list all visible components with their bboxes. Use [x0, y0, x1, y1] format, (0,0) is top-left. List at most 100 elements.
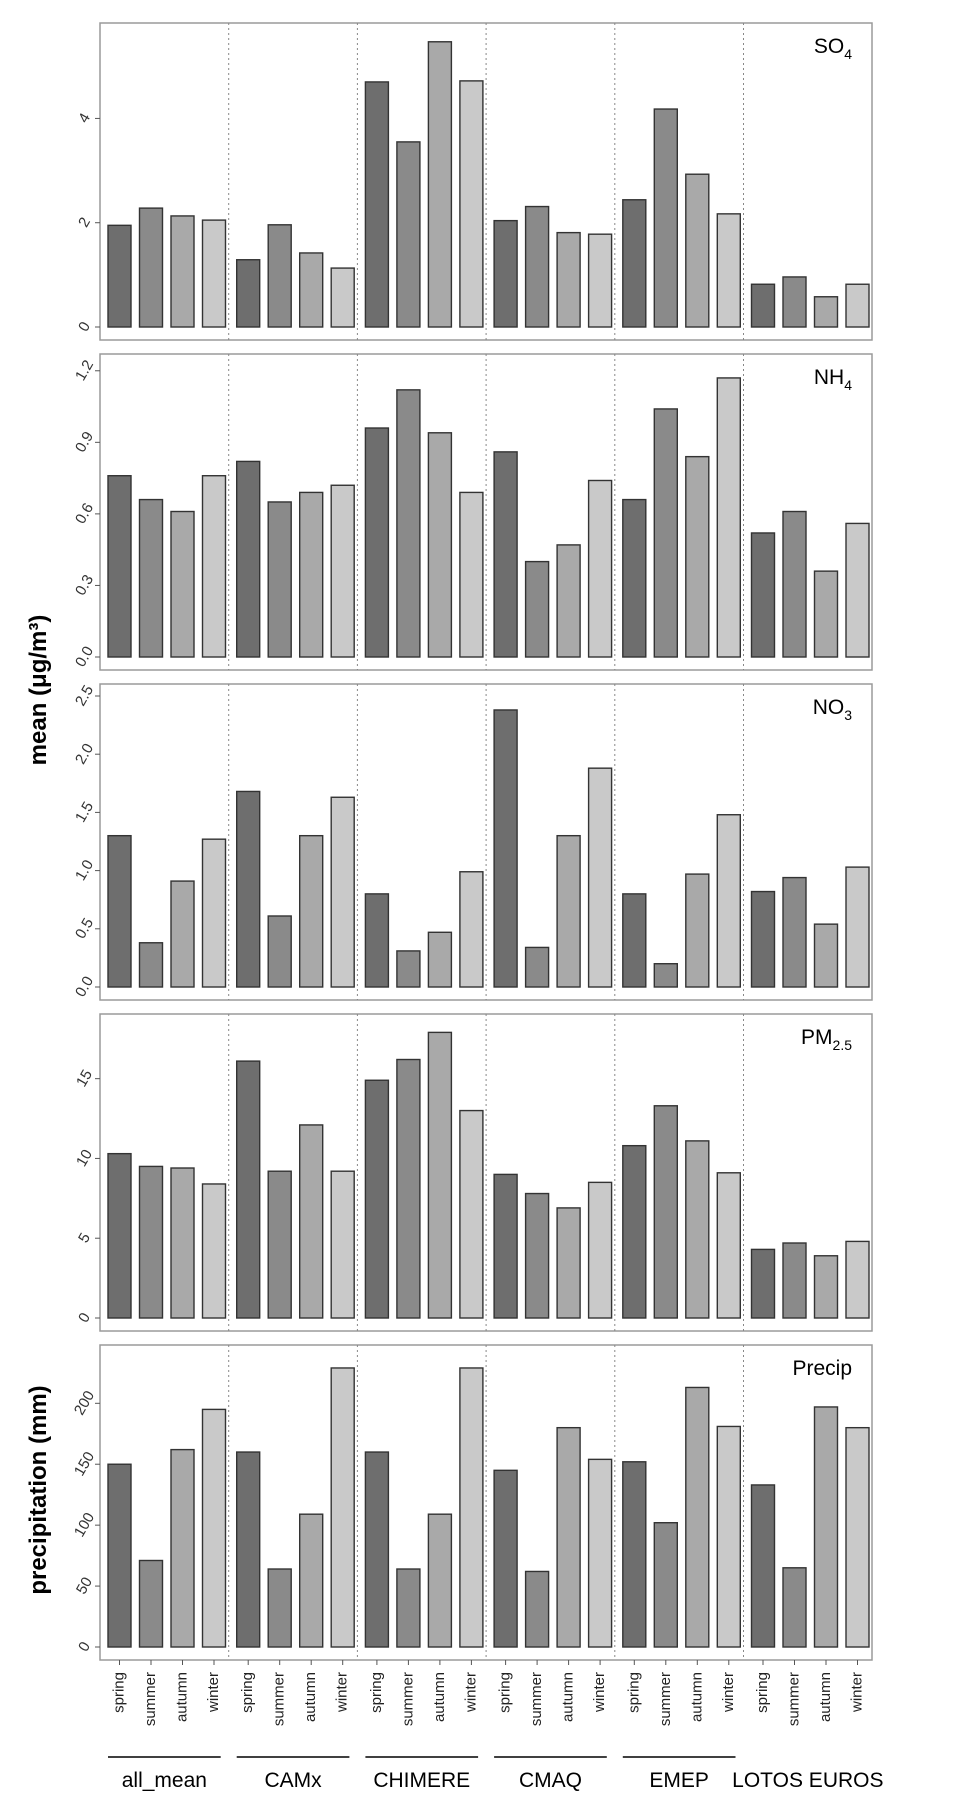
bar-summer-chimere [396, 1568, 421, 1648]
y-tick-label: 15 [73, 1067, 96, 1090]
bar-autumn-lotos-euros [813, 296, 839, 328]
bar-summer-emep [653, 1522, 678, 1648]
x-tick-label-summer: summer [528, 1672, 545, 1726]
bar-autumn-all_mean [170, 880, 195, 988]
bar-autumn-cmaq [556, 544, 581, 658]
bar-winter-cmaq [587, 233, 613, 328]
x-tick-label-spring: spring [625, 1672, 642, 1713]
x-tick-label-autumn: autumn [560, 1672, 577, 1722]
x-tick-label-spring: spring [754, 1672, 771, 1713]
bar-spring-lotos-euros [750, 1248, 776, 1319]
panel-title-main: NH [814, 366, 844, 389]
bar-winter-camx [330, 1170, 355, 1319]
bar-spring-lotos-euros [750, 890, 776, 988]
panel-title-main: NO [813, 696, 845, 719]
bar-spring-all_mean [107, 475, 132, 658]
bar-winter-lotos-euros [845, 1426, 870, 1648]
bar-summer-chimere [396, 950, 421, 988]
bar-spring-lotos-euros [750, 1484, 776, 1648]
bar-summer-cmaq [524, 560, 550, 658]
bar-summer-all_mean [138, 1559, 164, 1648]
x-axis-labels: spring summer autumn winter all_mean spring su… [108, 1660, 884, 1792]
bar-summer-cmaq [524, 205, 550, 328]
x-tick-label-autumn: autumn [688, 1672, 705, 1722]
x-tick-label-autumn: autumn [302, 1672, 319, 1722]
bar-winter-lotos-euros [845, 522, 870, 658]
bar-spring-camx [235, 790, 261, 988]
x-tick-label-summer: summer [657, 1672, 674, 1726]
bar-summer-chimere [396, 141, 421, 328]
bar-summer-camx [267, 915, 292, 988]
bar-autumn-emep [685, 173, 710, 328]
bar-autumn-lotos-euros [813, 1255, 839, 1319]
bar-winter-camx [330, 796, 355, 988]
bar-spring-chimere [364, 1451, 390, 1648]
x-tick-label-summer: summer [785, 1672, 802, 1726]
bar-winter-camx [330, 267, 355, 328]
bar-summer-emep [653, 963, 678, 988]
y-tick-label: 50 [73, 1574, 96, 1597]
bar-autumn-all_mean [170, 1167, 195, 1319]
bar-summer-all_mean [138, 207, 164, 328]
bar-winter-emep [716, 377, 741, 658]
bar-autumn-emep [685, 455, 710, 658]
group-label-chimere: CHIMERE [373, 1769, 470, 1792]
x-tick-label-winter: winter [720, 1672, 737, 1713]
group-label-all_mean: all_mean [122, 1769, 207, 1792]
bar-winter-chimere [459, 871, 484, 988]
bar-summer-all_mean [138, 942, 164, 988]
panel-title-main: PM [801, 1026, 833, 1049]
bar-winter-cmaq [587, 479, 613, 658]
bar-winter-all_mean [201, 219, 227, 328]
x-tick-label-summer: summer [142, 1672, 159, 1726]
bar-autumn-camx [299, 1124, 324, 1319]
bar-summer-lotos-euros [782, 276, 807, 328]
panel-title-subscript: 4 [844, 377, 852, 393]
group-label-emep: EMEP [649, 1769, 709, 1792]
panel-title-main: SO [814, 35, 844, 58]
bar-winter-cmaq [587, 1458, 613, 1648]
bar-winter-emep [716, 814, 741, 988]
bar-spring-lotos-euros [750, 532, 776, 658]
x-tick-label-autumn: autumn [431, 1672, 448, 1722]
x-tick-label-spring: spring [110, 1672, 127, 1713]
bar-winter-emep [716, 213, 741, 328]
bar-autumn-chimere [427, 41, 453, 328]
bar-winter-cmaq [587, 1181, 613, 1319]
bar-summer-all_mean [138, 1165, 164, 1319]
bar-autumn-cmaq [556, 1426, 581, 1648]
bar-autumn-emep [685, 1140, 710, 1319]
panel-title: NH4 [814, 366, 852, 393]
panel-title: SO4 [814, 35, 852, 62]
bar-summer-all_mean [138, 498, 164, 658]
bar-spring-chimere [364, 893, 390, 988]
panel-2: 0.00.30.60.91.2 NH4 [72, 353, 873, 671]
bar-spring-camx [235, 460, 261, 658]
panel-3: 0.00.51.01.52.02.5 NO3 [72, 682, 873, 1001]
bar-spring-emep [622, 893, 647, 988]
bar-autumn-camx [299, 252, 324, 328]
x-tick-label-winter: winter [591, 1672, 608, 1713]
bar-spring-cmaq [493, 1469, 518, 1648]
x-tick-label-winter: winter [462, 1672, 479, 1713]
x-tick-label-winter: winter [205, 1672, 222, 1713]
bar-spring-chimere [364, 81, 390, 328]
bar-spring-camx [235, 259, 261, 328]
x-tick-label-summer: summer [271, 1672, 288, 1726]
bar-summer-emep [653, 1105, 678, 1319]
bar-autumn-chimere [427, 432, 453, 658]
bar-autumn-chimere [427, 1513, 453, 1648]
bar-spring-cmaq [493, 451, 518, 658]
panel-title: Precip [792, 1357, 852, 1380]
x-tick-label-summer: summer [399, 1672, 416, 1726]
bar-spring-chimere [364, 427, 390, 658]
bar-winter-cmaq [587, 767, 613, 988]
bar-spring-emep [622, 1461, 647, 1648]
bar-spring-all_mean [107, 224, 132, 328]
x-tick-label-spring: spring [239, 1672, 256, 1713]
bar-summer-emep [653, 108, 678, 328]
group-label-cmaq: CMAQ [519, 1769, 582, 1792]
bar-winter-lotos-euros [845, 283, 870, 328]
